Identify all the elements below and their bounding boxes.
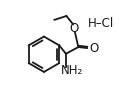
Text: H–Cl: H–Cl (88, 17, 114, 30)
Text: NH₂: NH₂ (61, 65, 83, 78)
Text: O: O (89, 42, 98, 55)
Text: O: O (69, 22, 78, 35)
